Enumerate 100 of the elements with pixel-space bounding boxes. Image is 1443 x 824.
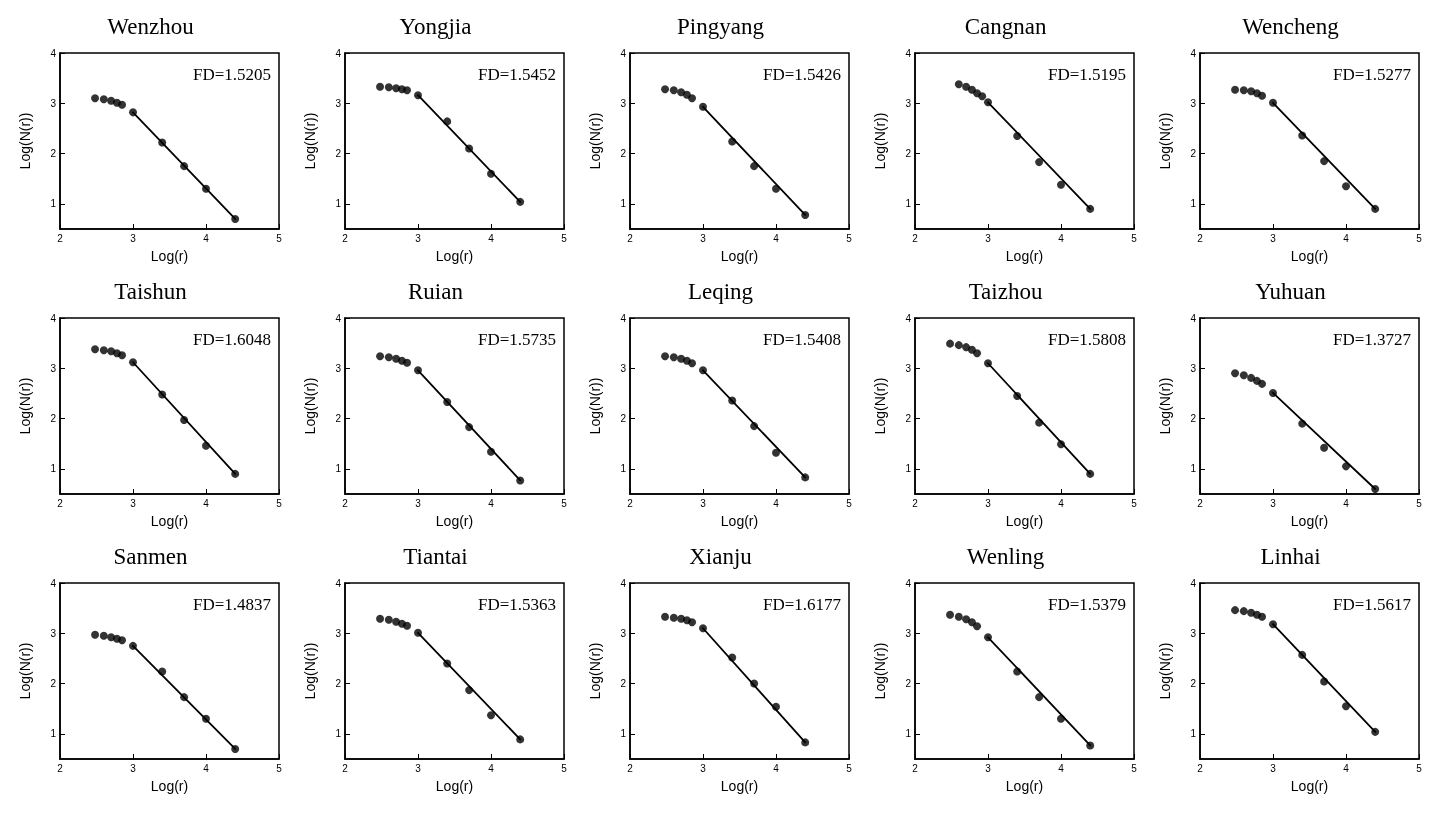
- y-axis-title: Log(N(r)): [302, 642, 318, 700]
- annotation: FD=1.6048: [192, 330, 272, 349]
- y-tick-label: 1: [905, 198, 912, 210]
- x-tick-label: 5: [561, 762, 568, 774]
- annotation: FD=1.3727: [1332, 330, 1412, 349]
- point: [180, 416, 189, 425]
- y-tick-label: 2: [1190, 413, 1197, 425]
- chart-title: Wenzhou: [107, 14, 195, 39]
- y-tick-label: 4: [905, 312, 912, 324]
- point: [1086, 469, 1095, 478]
- point: [1342, 702, 1350, 711]
- y-tick-label: 3: [50, 627, 57, 639]
- point: [1298, 131, 1307, 140]
- y-tick-label: 2: [1190, 148, 1197, 160]
- y-tick-label: 3: [50, 362, 57, 374]
- point: [91, 94, 100, 103]
- x-tick-label: 4: [1058, 232, 1065, 244]
- point: [414, 366, 422, 375]
- x-tick-label: 4: [773, 497, 780, 509]
- x-tick-label: 4: [203, 497, 210, 509]
- point: [118, 100, 127, 109]
- x-tick-label: 5: [1131, 497, 1138, 509]
- point: [202, 714, 210, 723]
- point: [414, 91, 422, 100]
- point: [465, 144, 474, 153]
- annotation: FD=1.5617: [1332, 595, 1412, 614]
- point: [99, 95, 108, 104]
- y-tick-label: 3: [905, 362, 912, 374]
- point: [99, 631, 108, 640]
- point: [443, 659, 452, 668]
- x-axis-title: Log(r): [435, 778, 474, 794]
- point: [403, 86, 412, 95]
- point: [180, 693, 189, 702]
- x-tick-label: 5: [846, 762, 853, 774]
- x-tick-label: 3: [700, 232, 707, 244]
- y-tick-label: 3: [1190, 627, 1197, 639]
- y-axis-title: Log(N(r)): [587, 642, 603, 700]
- chart-title: Cangnan: [964, 14, 1047, 39]
- y-tick-label: 4: [1190, 312, 1197, 324]
- point: [1258, 379, 1267, 388]
- x-tick-label: 4: [488, 497, 495, 509]
- point: [946, 339, 955, 348]
- point: [1269, 620, 1277, 629]
- point: [376, 614, 385, 623]
- point: [984, 633, 992, 642]
- y-tick-label: 3: [620, 362, 627, 374]
- point: [231, 469, 240, 478]
- y-tick-label: 3: [1190, 97, 1197, 109]
- point: [973, 349, 982, 358]
- point: [1231, 85, 1240, 94]
- x-axis-title: Log(r): [1290, 513, 1329, 529]
- chart-title: Yuhuan: [1255, 279, 1327, 304]
- y-axis-title: Log(N(r)): [872, 112, 888, 170]
- point: [661, 352, 670, 361]
- y-tick-label: 2: [335, 148, 342, 160]
- point: [516, 476, 525, 485]
- point: [376, 352, 385, 361]
- y-tick-label: 3: [1190, 362, 1197, 374]
- point: [1057, 440, 1065, 449]
- point: [1320, 677, 1329, 686]
- point: [688, 94, 697, 103]
- point: [801, 738, 810, 747]
- point: [1269, 388, 1277, 397]
- point: [231, 744, 240, 753]
- y-tick-label: 2: [335, 413, 342, 425]
- x-tick-label: 5: [1131, 762, 1138, 774]
- y-tick-label: 3: [335, 362, 342, 374]
- y-tick-label: 1: [50, 463, 57, 475]
- point: [1231, 369, 1240, 378]
- y-tick-label: 2: [50, 148, 57, 160]
- point: [443, 117, 452, 126]
- point: [376, 82, 385, 91]
- y-tick-label: 2: [620, 678, 627, 690]
- point: [962, 82, 971, 91]
- point: [1239, 86, 1248, 95]
- x-tick-label: 5: [1131, 232, 1138, 244]
- y-axis-title: Log(N(r)): [17, 112, 33, 170]
- x-axis-title: Log(r): [1290, 248, 1329, 264]
- point: [728, 137, 737, 146]
- y-tick-label: 3: [335, 97, 342, 109]
- y-tick-label: 4: [50, 312, 57, 324]
- y-tick-label: 4: [620, 312, 627, 324]
- point: [1239, 607, 1248, 616]
- y-axis-title: Log(N(r)): [1157, 112, 1173, 170]
- y-axis-title: Log(N(r)): [1157, 642, 1173, 700]
- point: [954, 341, 963, 350]
- point: [443, 397, 452, 406]
- x-tick-label: 4: [1058, 762, 1065, 774]
- annotation: FD=1.5195: [1047, 65, 1127, 84]
- point: [231, 214, 240, 223]
- point: [403, 621, 412, 630]
- x-tick-label: 3: [1270, 762, 1277, 774]
- point: [669, 86, 678, 95]
- y-tick-label: 1: [335, 198, 342, 210]
- x-tick-label: 4: [1058, 497, 1065, 509]
- chart-title: Sanmen: [113, 544, 189, 569]
- point: [414, 628, 422, 637]
- point: [384, 353, 393, 362]
- chart-title: Wencheng: [1242, 14, 1340, 39]
- x-tick-label: 3: [700, 497, 707, 509]
